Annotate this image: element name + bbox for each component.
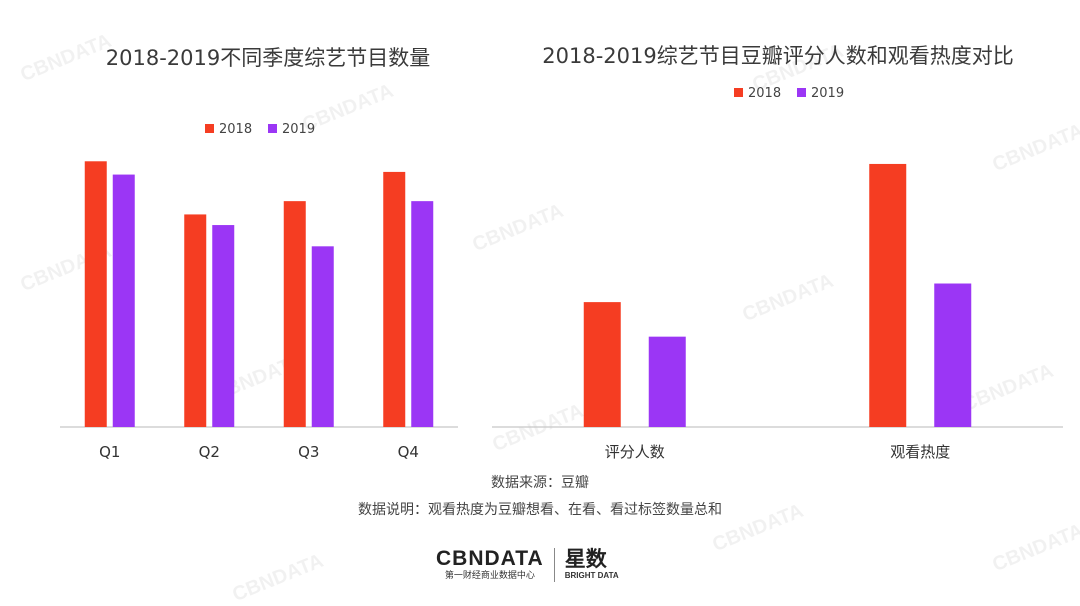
legend-label-2019: 2019 xyxy=(811,86,844,101)
douban-chart: 2018-2019综艺节目豆瓣评分人数和观看热度对比 2018 2019 评分人数 观看… xyxy=(492,44,1063,461)
bar-2019-Q3 xyxy=(311,246,334,427)
legend-label-2018: 2018 xyxy=(219,122,252,137)
legend-swatch-2018 xyxy=(205,124,214,133)
data-description: 数据说明：观看热度为豆瓣想看、在看、看过标签数量总和 xyxy=(358,502,722,518)
logo-main-text: CBNDATA xyxy=(436,547,544,570)
logo-brand-en: BRIGHT DATA xyxy=(564,571,619,580)
x-tick-label: Q4 xyxy=(398,443,419,461)
watermark: CBNDATA xyxy=(989,519,1080,577)
bar-2018-Q4 xyxy=(383,171,406,427)
x-tick-label: Q3 xyxy=(298,443,319,461)
bar-2019-Q4 xyxy=(411,201,434,427)
bar-2019-Q1 xyxy=(112,174,135,427)
x-tick-label: Q2 xyxy=(199,443,220,461)
chart-title: 2018-2019综艺节目豆瓣评分人数和观看热度对比 xyxy=(542,44,1013,68)
bar-2019-评分人数 xyxy=(648,336,686,427)
bar-2018-Q1 xyxy=(84,161,107,428)
legend-label-2019: 2019 xyxy=(282,122,315,137)
x-tick-label: 评分人数 xyxy=(605,443,665,461)
chart-title: 2018-2019不同季度综艺节目数量 xyxy=(106,46,430,70)
logo-divider xyxy=(553,548,555,582)
quarterly-chart: 2018-2019不同季度综艺节目数量 2018 2019 Q1 Q2 Q3 Q4 xyxy=(60,46,458,461)
bar-2019-Q2 xyxy=(212,225,235,427)
source-note: 数据来源：豆瓣 xyxy=(491,475,589,491)
bar-2018-Q2 xyxy=(184,214,207,427)
bar-2018-Q3 xyxy=(283,201,306,427)
legend-label-2018: 2018 xyxy=(748,86,781,101)
cbndata-logo: CBNDATA 第一财经商业数据中心 星数 BRIGHT DATA xyxy=(436,544,619,586)
x-tick-label: 观看热度 xyxy=(890,443,950,461)
x-tick-label: Q1 xyxy=(99,443,120,461)
watermark: CBNDATA xyxy=(229,549,327,606)
charts-canvas: 2018-2019不同季度综艺节目数量 2018 2019 Q1 Q2 Q3 Q4 2018… xyxy=(60,44,1063,461)
logo-sub-text: 第一财经商业数据中心 xyxy=(444,571,535,581)
legend-swatch-2019 xyxy=(797,88,806,97)
legend-swatch-2019 xyxy=(268,124,277,133)
legend-swatch-2018 xyxy=(734,88,743,97)
logo-brand-cn: 星数 xyxy=(564,547,607,571)
bar-2018-评分人数 xyxy=(583,302,621,427)
bar-2019-观看热度 xyxy=(934,283,972,427)
bar-2018-观看热度 xyxy=(869,163,907,427)
